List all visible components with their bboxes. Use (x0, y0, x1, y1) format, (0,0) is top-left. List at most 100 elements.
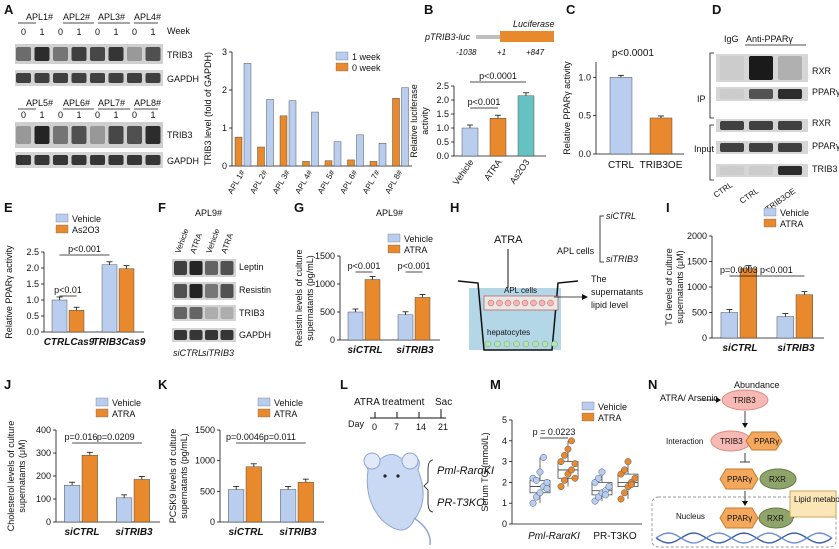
chart-title: APL9# (376, 208, 403, 218)
y-tick-label: 1.5 (436, 109, 449, 119)
bar-0-week (280, 116, 287, 166)
transwell-diagram: ATRA APL cells siCTRL siTRIB3 APL cells … (458, 211, 644, 350)
week-value: 1 (151, 110, 156, 120)
panel-a-bar-chart: 0123TRIB3 level (fold of GAPDH)APL 1# APL… (203, 47, 412, 195)
week-value: 1 (40, 110, 45, 120)
bar-1-week (312, 112, 319, 166)
blot-band (205, 284, 218, 298)
bar (490, 118, 506, 156)
legend-label: Vehicle (404, 234, 433, 244)
panel-letter-c: C (566, 2, 576, 17)
x-tick-label: APL 2# (248, 168, 269, 195)
y-tick-label: 1000 (315, 279, 335, 289)
data-point (618, 496, 624, 502)
hepatocyte (504, 341, 510, 347)
blot-band (35, 47, 50, 61)
node-label: PPARγ (727, 475, 752, 484)
bar-1-week (402, 88, 409, 166)
mouse-ear (364, 453, 380, 469)
sample-label: APL4# (134, 12, 161, 22)
apl-cell-insert (484, 296, 558, 310)
bar (298, 482, 314, 522)
day-tick-label: 21 (438, 422, 448, 432)
sample-label: APL5# (26, 98, 53, 108)
blot-band (146, 155, 161, 165)
x-tick-label: CTRL (608, 160, 635, 171)
legend-swatch (336, 52, 348, 60)
x-tick-label: APL 3# (271, 168, 292, 195)
hepatocyte (495, 341, 501, 347)
y-tick-label: 100 (36, 494, 51, 504)
blot-band (174, 284, 187, 298)
blot-band (90, 47, 105, 61)
week-value: 0 (95, 110, 100, 120)
nucleus-label: Nucleus (676, 512, 705, 521)
model-brace (424, 460, 433, 512)
blot-band (127, 73, 142, 83)
abundance-label: Abundance (734, 380, 780, 390)
y-axis-label: TRIB3 level (fold of GAPDH) (203, 52, 213, 166)
data-point (595, 475, 601, 481)
y-tick-label: 1500 (687, 257, 707, 267)
band-label: GAPDH (239, 330, 271, 340)
y-tick-label: 0 (330, 335, 335, 345)
y-axis-label: supernatants (μM) (675, 250, 685, 323)
p-value-label: p=0.016 (65, 432, 98, 442)
lane-label: ATRA (188, 231, 204, 254)
input-label: Input (694, 144, 715, 154)
hepatocyte (514, 341, 520, 347)
blot-band (720, 166, 744, 175)
blot-band (778, 166, 802, 175)
x-tick-label: siCTRL (229, 527, 264, 538)
band-label: PPARγ (812, 141, 839, 151)
bar (398, 315, 413, 340)
band-label: RXR (812, 66, 832, 76)
bar (82, 455, 98, 522)
data-point (628, 481, 634, 487)
x-tick-label: siTRIB3 (115, 527, 153, 538)
week-value: 1 (40, 27, 45, 37)
blot-band (16, 47, 31, 61)
bar (52, 300, 67, 332)
x-tick-label: siTRIB3 (279, 527, 317, 538)
y-tick-label: 500 (200, 486, 215, 496)
data-point (599, 469, 605, 475)
output-line: The (591, 274, 607, 284)
blot-band (72, 47, 87, 61)
data-point (537, 469, 543, 475)
data-point (572, 460, 578, 466)
data-point (537, 490, 543, 496)
day-label: Day (348, 419, 365, 429)
y-tick-label: 0 (46, 517, 51, 527)
y-tick-label: 1.0 (26, 295, 39, 305)
blot-band (127, 126, 142, 144)
legend-swatch (56, 225, 68, 233)
p-value-label: p=0.0209 (97, 432, 135, 442)
bar (280, 489, 296, 522)
apl-cell (522, 300, 528, 306)
y-tick-label: 2000 (687, 231, 707, 241)
bar-0-week (235, 137, 242, 166)
y-axis-label: Relative PPARγ activity (4, 245, 14, 339)
week-label: Week (167, 26, 190, 36)
x-tick-label: As2O3 (508, 157, 532, 185)
legend-swatch (336, 63, 348, 71)
node-label: RXR (767, 514, 784, 523)
y-axis-label: Resistin levels of culture (294, 249, 304, 346)
sac-label: Sac (435, 397, 452, 408)
band-label: TRIB3 (239, 308, 265, 318)
x-tick-label: ATRA (482, 157, 504, 182)
y-axis-label: supernatants (pg/mL) (305, 255, 315, 341)
hepatocyte (542, 341, 548, 347)
bar (415, 297, 430, 340)
p-value-label: p<0.0001 (612, 48, 654, 59)
bar-1-week (357, 135, 364, 166)
blot-band (749, 143, 773, 152)
luciferase-box (500, 31, 554, 42)
panel-letter-e: E (4, 200, 13, 215)
sample-label: APL7# (98, 98, 125, 108)
bar (610, 77, 632, 154)
legend-swatch (582, 413, 594, 421)
blot-band (35, 126, 50, 144)
legend-label: ATRA (598, 413, 621, 423)
